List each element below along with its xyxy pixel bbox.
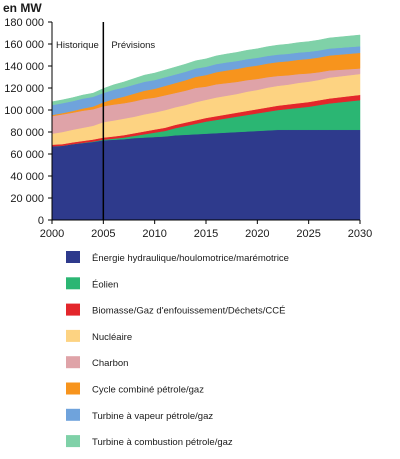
y-tick-label: 80 000: [10, 127, 44, 139]
legend-label-charbon: Charbon: [92, 358, 128, 369]
legend-label-biomasse-gaz-d-enfouissement-dechets-cce: Biomasse/Gaz d'enfouissement/Déchets/CCÉ: [92, 306, 285, 317]
y-tick-label: 120 000: [4, 83, 44, 95]
y-tick-label: 180 000: [4, 17, 44, 29]
x-tick-label: 2025: [296, 228, 320, 240]
x-tick-label: 2000: [40, 228, 64, 240]
x-tick-label: 2010: [142, 228, 166, 240]
legend-swatch-eolien: [66, 277, 80, 290]
y-tick-label: 40 000: [10, 171, 44, 183]
axes-layer: 0 20 000 40 000 60 000 80 000 100 000 120 000 1…: [4, 17, 372, 240]
legend-swatch-turbine-a-combustion-petrole-gaz: [66, 435, 80, 448]
x-tick-label: 2005: [91, 228, 115, 240]
annotation-layer: Historique Prévisions: [56, 22, 155, 220]
legend-label-turbine-a-vapeur-petrole-gaz: Turbine à vapeur pétrole/gaz: [92, 411, 213, 422]
historical-label: Historique: [56, 40, 99, 51]
legend-swatch-charbon: [66, 356, 80, 369]
legend-swatch-cycle-combine-petrole-gaz: [66, 382, 80, 395]
y-tick-label: 20 000: [10, 193, 44, 205]
y-tick-label: 140 000: [4, 61, 44, 73]
y-tick-label: 100 000: [4, 105, 44, 117]
legend-label-cycle-combine-petrole-gaz: Cycle combiné pétrole/gaz: [92, 385, 204, 396]
legend-label-nucleaire: Nucléaire: [92, 332, 132, 343]
legend-swatch-energie-hydraulique-houlomotrice-maremotrice: [66, 251, 80, 263]
unit-label: en MW: [3, 1, 42, 15]
y-tick-label: 60 000: [10, 149, 44, 161]
area-turbine-a-combustion-petrole-gaz: [51, 34, 361, 106]
legend-swatch-nucleaire: [66, 329, 80, 342]
area-energie-hydraulique-houlomotrice-maremotrice: [51, 129, 361, 221]
areas-layer: [51, 34, 361, 221]
y-tick-label: 0: [38, 215, 44, 227]
legend: Énergie hydraulique/houlomotrice/marémot…: [66, 251, 289, 448]
legend-label-eolien: Éolien: [92, 279, 118, 290]
legend-swatch-biomasse-gaz-d-enfouissement-dechets-cce: [66, 303, 80, 316]
x-tick-label: 2015: [194, 228, 218, 240]
y-tick-label: 160 000: [4, 39, 44, 51]
x-tick-label: 2020: [245, 228, 269, 240]
forecast-label: Prévisions: [111, 40, 155, 51]
legend-swatch-turbine-a-vapeur-petrole-gaz: [66, 408, 80, 421]
legend-label-energie-hydraulique-houlomotrice-maremotrice: Énergie hydraulique/houlomotrice/marémot…: [92, 253, 289, 264]
legend-label-turbine-a-combustion-petrole-gaz: Turbine à combustion pétrole/gaz: [92, 437, 233, 448]
x-tick-label: 2030: [348, 228, 372, 240]
